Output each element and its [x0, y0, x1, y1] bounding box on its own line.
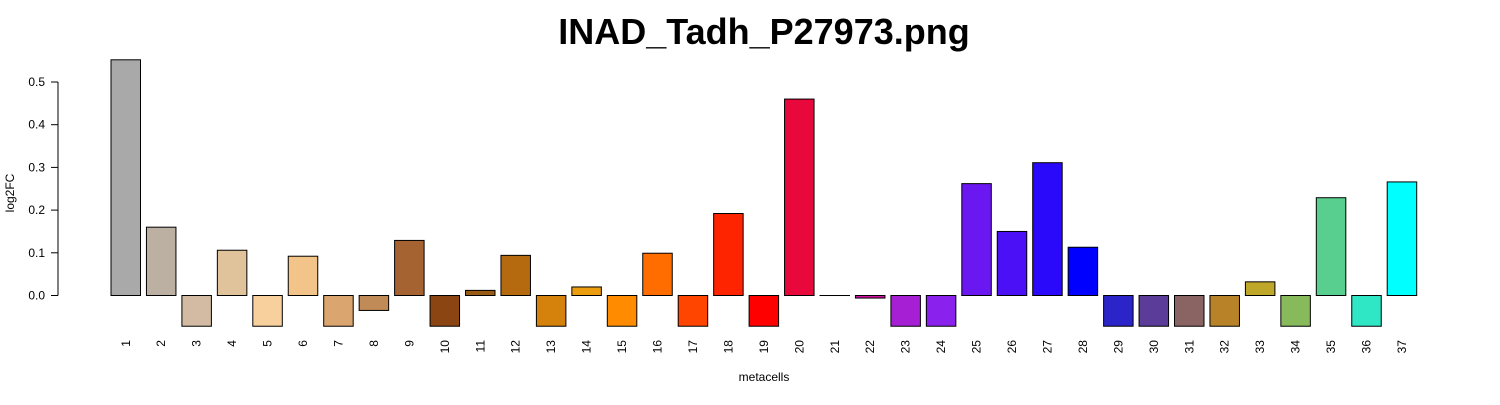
- x-tick-label: 15: [615, 340, 629, 354]
- x-axis-label: metacells: [739, 370, 790, 384]
- bar-metacell-9: [395, 240, 425, 295]
- x-tick-label: 24: [934, 340, 948, 354]
- bar-metacell-7: [324, 296, 354, 327]
- x-tick-label: 3: [190, 340, 204, 347]
- x-tick-label: 16: [651, 340, 665, 354]
- y-tick-label: 0.3: [28, 160, 45, 174]
- bars-group: [111, 60, 1417, 326]
- x-tick-label: 8: [367, 340, 381, 347]
- bar-metacell-14: [572, 287, 602, 296]
- bar-metacell-36: [1352, 296, 1382, 327]
- x-tick-label: 2: [154, 340, 168, 347]
- bar-metacell-22: [855, 296, 885, 299]
- x-tick-label: 6: [296, 340, 310, 347]
- bar-metacell-12: [501, 255, 531, 295]
- x-tick-label: 36: [1360, 340, 1374, 354]
- bar-metacell-15: [607, 296, 637, 327]
- bar-metacell-30: [1139, 296, 1169, 327]
- bar-metacell-11: [466, 290, 496, 295]
- x-tick-label: 18: [721, 340, 735, 354]
- bar-metacell-23: [891, 296, 921, 327]
- bar-metacell-31: [1175, 296, 1205, 327]
- x-tick-label: 28: [1076, 340, 1090, 354]
- x-tick-label: 9: [402, 340, 416, 347]
- bar-metacell-25: [962, 184, 992, 296]
- y-tick-label: 0.4: [28, 118, 45, 132]
- x-tick-label: 11: [473, 340, 487, 353]
- bar-metacell-33: [1245, 282, 1275, 296]
- x-tick-label: 29: [1111, 340, 1125, 354]
- x-tick-label: 21: [828, 340, 842, 354]
- bar-metacell-16: [643, 253, 673, 295]
- bar-metacell-3: [182, 296, 212, 327]
- x-tick-label: 33: [1253, 340, 1267, 354]
- y-tick-label: 0.2: [28, 203, 45, 217]
- bar-metacell-6: [288, 256, 318, 295]
- bar-metacell-26: [997, 231, 1027, 295]
- y-axis-label: log2FC: [3, 173, 17, 212]
- bar-metacell-19: [749, 296, 779, 327]
- x-tick-label: 17: [686, 340, 700, 354]
- bar-metacell-27: [1033, 163, 1063, 296]
- bar-metacell-32: [1210, 296, 1240, 327]
- y-tick-label: 0.5: [28, 75, 45, 89]
- y-axis: 0.0 0.1 0.2 0.3 0.4 0.5: [28, 75, 58, 303]
- bar-metacell-4: [217, 250, 247, 295]
- bar-metacell-18: [714, 214, 744, 296]
- x-tick-label: 30: [1147, 340, 1161, 354]
- bar-metacell-24: [926, 296, 956, 327]
- x-tick-label: 20: [792, 340, 806, 354]
- x-tick-label: 35: [1324, 340, 1338, 354]
- x-tick-label: 19: [757, 340, 771, 354]
- bar-metacell-13: [536, 296, 566, 327]
- bar-metacell-20: [785, 99, 815, 295]
- x-tick-label: 26: [1005, 340, 1019, 354]
- bar-metacell-29: [1104, 296, 1134, 327]
- bar-metacell-5: [253, 296, 282, 327]
- bar-metacell-35: [1316, 198, 1346, 296]
- bar-metacell-1: [111, 60, 141, 296]
- bar-metacell-28: [1068, 247, 1098, 295]
- x-tick-label: 31: [1182, 340, 1196, 354]
- y-tick-label: 0.0: [28, 289, 45, 303]
- x-tick-label: 32: [1218, 340, 1232, 354]
- chart-title: INAD_Tadh_P27973.png: [558, 11, 969, 52]
- bar-metacell-2: [146, 227, 176, 295]
- x-tick-label: 14: [580, 340, 594, 354]
- x-tick-label: 23: [899, 340, 913, 354]
- bar-metacell-8: [359, 296, 389, 311]
- y-tick-label: 0.1: [28, 246, 45, 260]
- x-tick-label: 22: [863, 340, 877, 354]
- bar-metacell-17: [678, 296, 708, 327]
- x-tick-label: 25: [970, 340, 984, 354]
- x-tick-label: 4: [225, 340, 239, 347]
- x-tick-label: 5: [261, 340, 275, 347]
- x-tick-label: 37: [1395, 340, 1409, 354]
- x-tick-label: 27: [1040, 340, 1054, 354]
- x-tick-label: 13: [544, 340, 558, 354]
- x-tick-label: 1: [119, 340, 133, 347]
- bar-metacell-34: [1281, 296, 1311, 327]
- x-tick-label: 12: [509, 340, 523, 354]
- x-tick-label: 10: [438, 340, 452, 354]
- x-tick-label: 34: [1289, 340, 1303, 354]
- x-tick-label: 7: [331, 340, 345, 347]
- bar-metacell-10: [430, 296, 460, 327]
- bar-metacell-37: [1387, 182, 1417, 296]
